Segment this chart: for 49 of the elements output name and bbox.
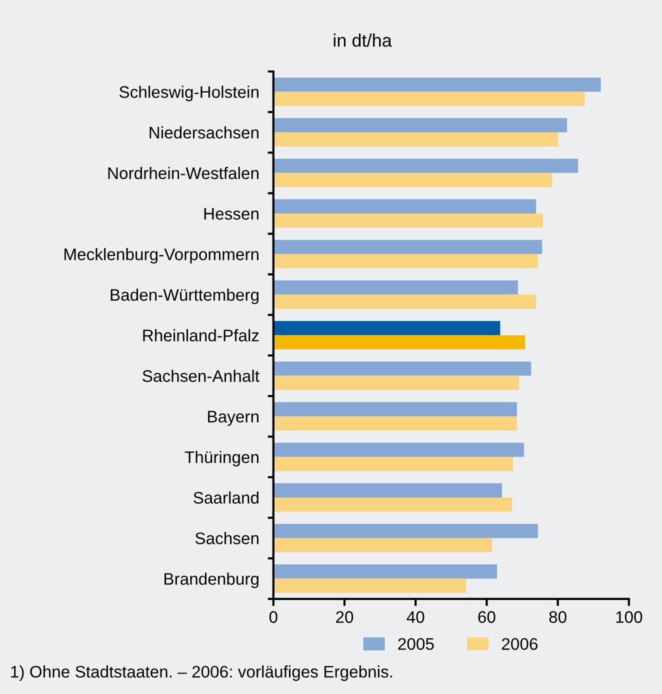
bar bbox=[273, 294, 536, 309]
bar bbox=[273, 240, 542, 254]
y-tick-label: Rheinland-Pfalz bbox=[143, 329, 259, 342]
bar bbox=[273, 442, 524, 457]
bar bbox=[273, 199, 536, 214]
y-tick-label: Sachsen bbox=[195, 532, 258, 544]
bar bbox=[273, 402, 517, 416]
bar bbox=[273, 118, 568, 132]
bar bbox=[273, 78, 601, 92]
bar bbox=[273, 362, 532, 376]
y-tick-label: Hessen bbox=[204, 208, 258, 220]
y-tick-label: Bayern bbox=[208, 410, 258, 426]
bar bbox=[273, 335, 526, 350]
bar bbox=[273, 158, 578, 173]
y-tick-label: Sachsen-Anhalt bbox=[142, 370, 260, 382]
y-tick-label: Mecklenburg-Vorpommern bbox=[64, 248, 258, 264]
legend-label: 2006 bbox=[502, 638, 538, 650]
y-tick-label: Saarland bbox=[194, 491, 258, 504]
x-tick-label: 20 bbox=[336, 611, 354, 623]
bar bbox=[273, 132, 558, 147]
bar bbox=[273, 92, 585, 106]
bar bbox=[273, 578, 466, 593]
bar bbox=[273, 538, 492, 552]
y-tick-label: Thüringen bbox=[184, 450, 258, 466]
bar bbox=[273, 524, 538, 538]
x-tick-label: 60 bbox=[478, 611, 496, 623]
legend-label: 2005 bbox=[398, 638, 434, 650]
x-tick-label: 100 bbox=[616, 611, 642, 623]
text: 1) Ohne Stadtstaaten. – 2006: vorläufiges Ergebnis. bbox=[11, 665, 392, 681]
bar bbox=[273, 172, 552, 188]
bar bbox=[273, 321, 500, 336]
bar bbox=[273, 280, 518, 295]
bar bbox=[273, 376, 520, 390]
bar bbox=[273, 483, 502, 498]
bar bbox=[273, 497, 512, 512]
y-tick-label: Baden-Württemberg bbox=[110, 288, 258, 304]
x-tick-label: 40 bbox=[406, 611, 424, 623]
bar bbox=[273, 564, 498, 579]
y-tick-label: Brandenburg bbox=[164, 572, 258, 588]
bar bbox=[273, 254, 538, 268]
bar bbox=[273, 416, 517, 431]
chart-title: in dt/ha bbox=[334, 34, 392, 47]
x-tick-label: 0 bbox=[269, 611, 278, 623]
x-tick-label: 80 bbox=[549, 611, 566, 623]
bar bbox=[273, 456, 514, 472]
bar bbox=[273, 213, 543, 228]
y-tick-label: Nordrhein-Westfalen bbox=[108, 166, 258, 180]
y-tick-label: Schleswig-Holstein bbox=[119, 86, 258, 102]
y-tick-label: Niedersachsen bbox=[150, 126, 258, 139]
